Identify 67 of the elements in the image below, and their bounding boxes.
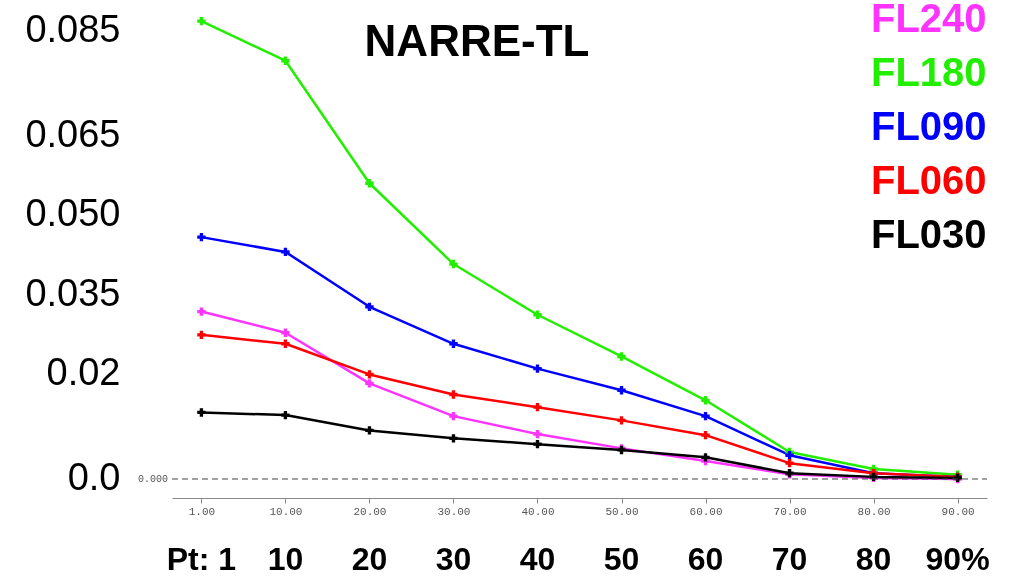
x-tick-label: 90.00 bbox=[941, 505, 975, 518]
point bbox=[197, 307, 206, 316]
text: 70 bbox=[771, 541, 808, 577]
point bbox=[281, 410, 290, 420]
point bbox=[701, 411, 710, 421]
x-tick-label: 60.00 bbox=[689, 505, 723, 518]
y-tick-label: 0.035 bbox=[25, 271, 121, 314]
text: FL060 bbox=[871, 158, 987, 202]
text: FL030 bbox=[871, 212, 987, 256]
point bbox=[617, 352, 626, 361]
text: Pt: 1 bbox=[166, 541, 237, 577]
point bbox=[449, 259, 458, 269]
point bbox=[533, 429, 542, 439]
point bbox=[701, 453, 710, 462]
point bbox=[701, 396, 710, 405]
x-tick-label: 70.00 bbox=[773, 505, 807, 518]
point bbox=[365, 426, 374, 435]
text: FL090 bbox=[871, 104, 987, 148]
point bbox=[197, 330, 206, 339]
y-tick-label: 0.0 bbox=[67, 456, 121, 499]
point bbox=[281, 328, 290, 337]
ref-line-label: 0.000 bbox=[137, 473, 168, 485]
point bbox=[197, 408, 206, 417]
point bbox=[197, 16, 206, 26]
text: 90% bbox=[925, 541, 990, 577]
y-tick-label: 0.02 bbox=[46, 350, 121, 393]
point bbox=[617, 386, 626, 395]
point bbox=[365, 302, 374, 312]
y-tick-label: 0.085 bbox=[25, 7, 121, 50]
point bbox=[281, 339, 290, 348]
text: 40 bbox=[519, 541, 556, 577]
point bbox=[533, 364, 542, 373]
point bbox=[533, 439, 542, 449]
text: 50 bbox=[603, 541, 640, 577]
point bbox=[701, 430, 710, 440]
y-tick-label: 0.065 bbox=[25, 113, 121, 156]
point bbox=[365, 379, 374, 388]
x-tick-label: 1.00 bbox=[188, 505, 216, 518]
x-tick-label: 80.00 bbox=[857, 505, 891, 518]
point bbox=[785, 458, 794, 468]
point bbox=[533, 402, 542, 412]
text: 80 bbox=[855, 541, 892, 577]
text: 60 bbox=[687, 541, 724, 577]
point bbox=[281, 247, 290, 257]
point bbox=[617, 416, 626, 425]
x-tick-label: 50.00 bbox=[605, 505, 639, 518]
point bbox=[449, 390, 458, 399]
point bbox=[533, 310, 542, 319]
point bbox=[197, 232, 206, 242]
point bbox=[281, 56, 290, 65]
point bbox=[449, 339, 458, 348]
point bbox=[785, 451, 794, 460]
point bbox=[449, 411, 458, 421]
text: FL180 bbox=[871, 50, 987, 94]
x-tick-label: 40.00 bbox=[521, 505, 555, 518]
y-tick-label: 0.050 bbox=[25, 192, 121, 235]
x-tick-label: 20.00 bbox=[353, 505, 387, 518]
point bbox=[365, 179, 374, 188]
text: FL240 bbox=[871, 0, 987, 40]
text: 30 bbox=[435, 541, 472, 577]
point bbox=[365, 370, 374, 379]
text: 20 bbox=[351, 541, 388, 577]
text: 10 bbox=[267, 541, 304, 577]
x-tick-label: 10.00 bbox=[269, 505, 303, 518]
x-tick-label: 30.00 bbox=[437, 505, 471, 518]
point bbox=[449, 434, 458, 443]
chart-title: NARRE-TL bbox=[364, 16, 590, 65]
